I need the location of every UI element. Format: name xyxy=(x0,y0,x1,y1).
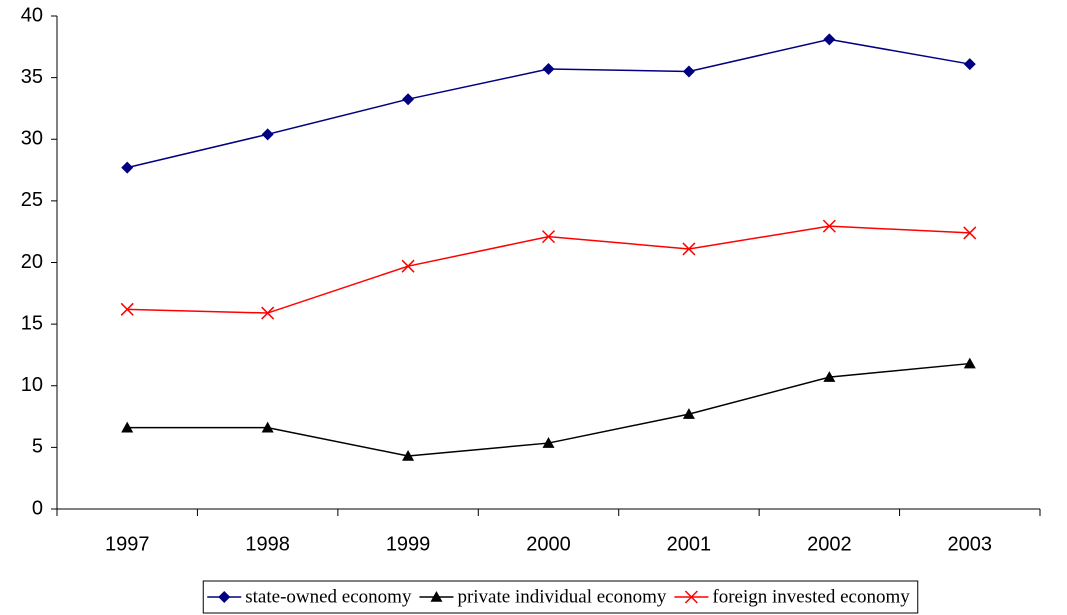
y-tick-label: 20 xyxy=(21,251,43,273)
x-tick-label: 1999 xyxy=(386,533,431,555)
point xyxy=(822,219,836,233)
series-line xyxy=(127,38,970,169)
point xyxy=(261,306,275,320)
y-tick-label: 15 xyxy=(21,312,43,334)
point xyxy=(261,421,274,433)
point xyxy=(542,437,555,448)
legend: state-owned economy private individual ec… xyxy=(202,580,919,614)
point xyxy=(823,33,836,46)
legend-label: foreign invested economy xyxy=(712,586,910,607)
legend-item: state-owned economy xyxy=(207,586,412,607)
point xyxy=(682,408,695,419)
x-tick-label: 2000 xyxy=(526,533,571,555)
point xyxy=(402,450,415,461)
y-tick-label: 30 xyxy=(21,128,43,150)
y-tick-label: 40 xyxy=(21,4,43,26)
legend-box xyxy=(202,580,919,614)
y-tick-label: 0 xyxy=(32,497,43,519)
point xyxy=(682,242,696,256)
point xyxy=(218,591,231,603)
point xyxy=(684,590,698,604)
legend-label: private individual economy xyxy=(457,586,666,607)
y-tick-label: 35 xyxy=(21,66,43,88)
point xyxy=(542,62,555,75)
point xyxy=(430,591,443,602)
point xyxy=(963,357,976,369)
x-tick-label: 2002 xyxy=(807,533,852,555)
y-tick-label: 5 xyxy=(32,436,43,458)
legend-item: foreign invested economy xyxy=(674,586,910,607)
y-tick-label: 10 xyxy=(21,374,43,396)
legend-label: state-owned economy xyxy=(245,586,412,607)
x-tick-label: 2003 xyxy=(948,533,993,555)
point xyxy=(401,259,415,273)
point xyxy=(402,93,415,106)
x-tick-label: 1998 xyxy=(245,533,290,555)
x-tick-label: 1997 xyxy=(105,533,150,555)
point xyxy=(120,302,134,316)
point xyxy=(121,161,134,174)
point xyxy=(541,230,556,244)
point xyxy=(823,371,836,382)
point xyxy=(682,65,695,78)
legend-item: private individual economy xyxy=(419,586,667,607)
point xyxy=(963,58,976,71)
series-line xyxy=(127,225,970,314)
y-tick-label: 25 xyxy=(21,189,43,211)
point xyxy=(121,421,134,433)
x-tick-label: 2001 xyxy=(667,533,712,555)
point xyxy=(261,128,274,141)
point xyxy=(963,226,977,240)
